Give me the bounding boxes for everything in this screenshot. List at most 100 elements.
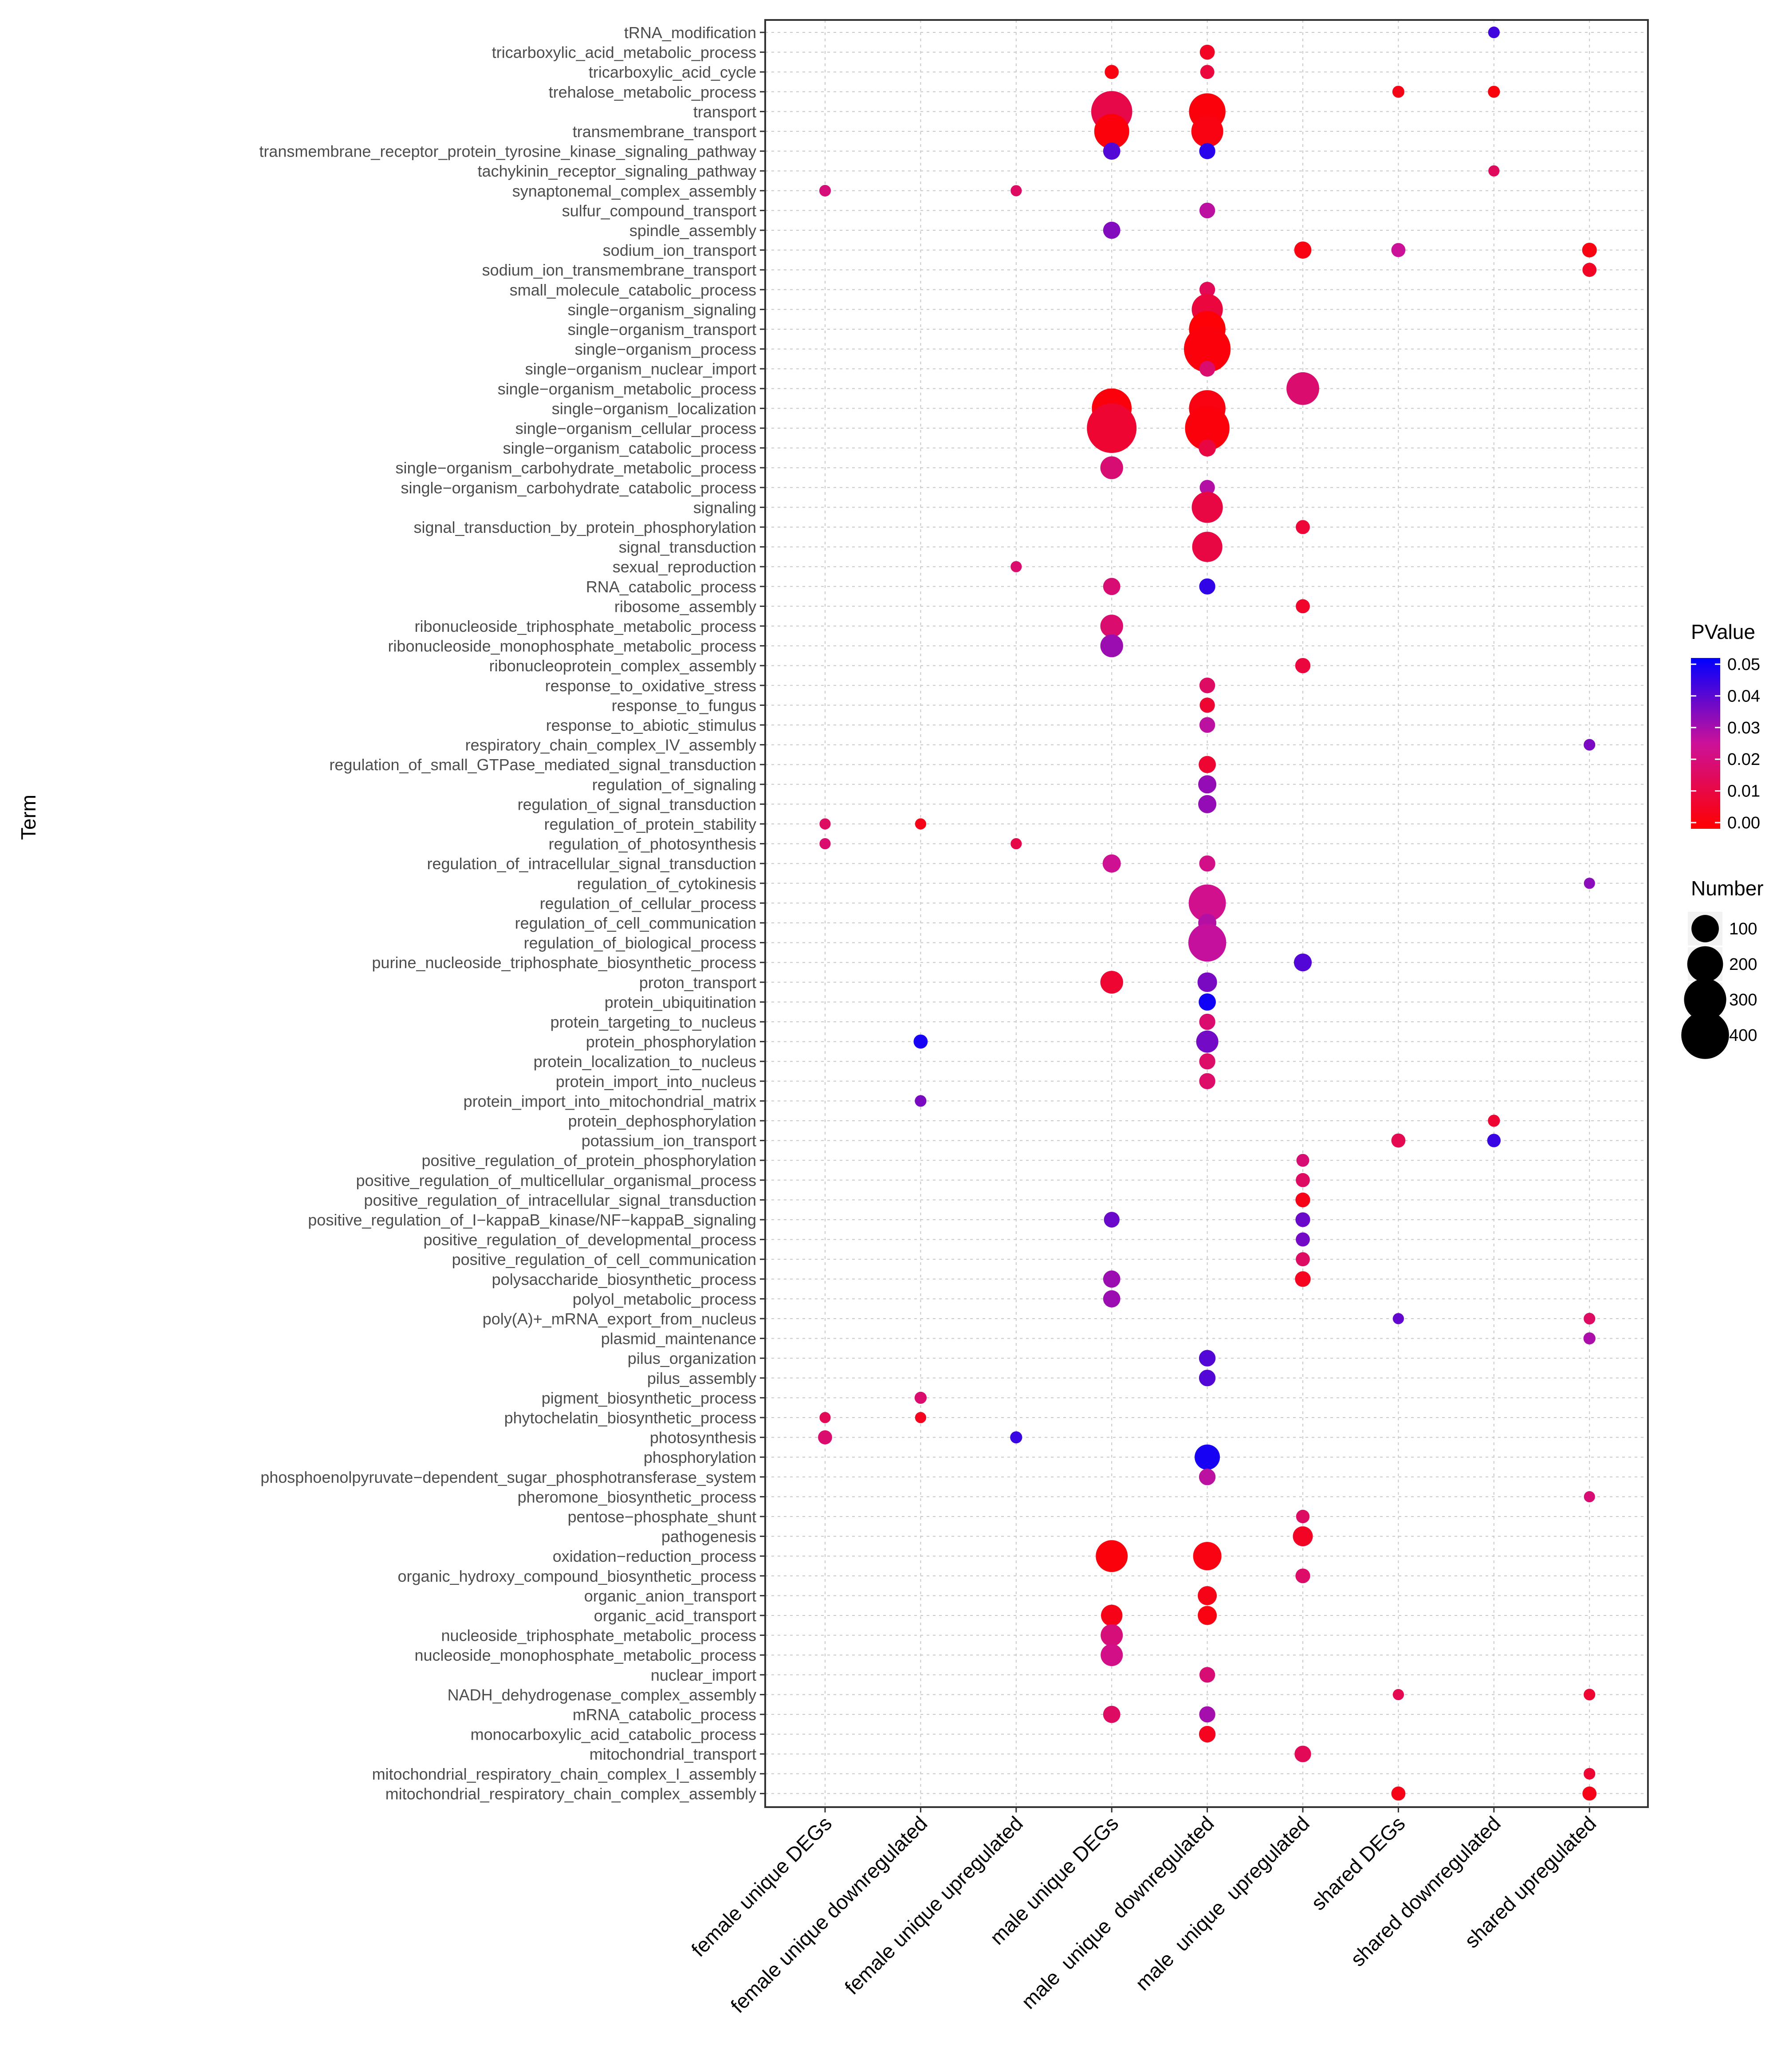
point-ribonucleoside-triphosphate-metabolic-process-male-unique-degs (1100, 615, 1123, 638)
y-tick-label-oxidation-reduction-process: oxidation−reduction_process (553, 1547, 756, 1565)
point-single-organism-cellular-process-male-unique-downregulated (1185, 406, 1230, 451)
y-tick-label-protein-ubiquitination: protein_ubiquitination (605, 993, 756, 1011)
point-protein-dephosphorylation-shared-downregulated (1488, 1115, 1500, 1127)
number-legend-label-1: 200 (1729, 955, 1757, 974)
y-tick-label-signaling: signaling (693, 498, 756, 516)
point-synaptonemal-complex-assembly-female-unique-upregulated (1010, 185, 1022, 197)
number-legend-dot-2 (1684, 978, 1726, 1021)
point-regulation-of-photosynthesis-female-unique-degs (819, 838, 831, 850)
y-axis-ticks: tRNA_modificationtricarboxylic_acid_meta… (259, 24, 765, 1803)
point-regulation-of-signal-transduction-male-unique-downregulated (1198, 795, 1217, 813)
point-response-to-oxidative-stress-male-unique-downregulated (1199, 678, 1215, 693)
y-tick-label-positive-regulation-of-protein-phosphorylation: positive_regulation_of_protein_phosphory… (421, 1151, 756, 1170)
y-tick-label-nucleoside-triphosphate-metabolic-process: nucleoside_triphosphate_metabolic_proces… (441, 1627, 756, 1645)
y-tick-label-monocarboxylic-acid-catabolic-process: monocarboxylic_acid_catabolic_process (471, 1725, 756, 1744)
pvalue-legend-label-2: 0.03 (1727, 719, 1760, 737)
point-sodium-ion-transport-shared-upregulated (1582, 243, 1597, 258)
pvalue-legend-label-1: 0.04 (1727, 687, 1760, 705)
y-tick-label-regulation-of-cellular-process: regulation_of_cellular_process (540, 894, 756, 912)
y-tick-label-proton-transport: proton_transport (639, 973, 756, 992)
point-poly-a-mrna-export-from-nucleus-shared-degs (1392, 1313, 1404, 1324)
point-potassium-ion-transport-shared-downregulated (1487, 1134, 1501, 1147)
y-tick-label-respiratory-chain-complex-iv-assembly: respiratory_chain_complex_IV_assembly (465, 736, 756, 754)
point-protein-phosphorylation-female-unique-downregulated (913, 1034, 928, 1049)
y-tick-label-sulfur-compound-transport: sulfur_compound_transport (562, 201, 756, 220)
point-regulation-of-small-gtpase-mediated-signal-transduction-male-unique-downregulated (1199, 756, 1216, 773)
point-transmembrane-receptor-protein-tyrosine-kinase-signaling-pathway-male-unique-downregulated (1199, 143, 1215, 159)
y-tick-label-single-organism-transport: single−organism_transport (568, 320, 756, 339)
y-tick-label-sodium-ion-transmembrane-transport: sodium_ion_transmembrane_transport (482, 261, 756, 279)
y-tick-label-single-organism-process: single−organism_process (575, 340, 756, 358)
number-legend-dot-3 (1681, 1011, 1729, 1059)
point-sodium-ion-transmembrane-transport-shared-upregulated (1582, 263, 1597, 277)
y-tick-label-regulation-of-intracellular-signal-transduction: regulation_of_intracellular_signal_trans… (427, 855, 756, 873)
point-single-organism-carbohydrate-catabolic-process-male-unique-downregulated (1199, 480, 1215, 496)
point-pathogenesis-male-unique-upregulated (1293, 1526, 1313, 1547)
y-tick-label-mitochondrial-respiratory-chain-complex-assembly: mitochondrial_respiratory_chain_complex_… (385, 1784, 756, 1803)
y-tick-label-ribonucleoprotein-complex-assembly: ribonucleoprotein_complex_assembly (489, 657, 756, 675)
plot-panel-border (764, 19, 1649, 1808)
point-single-organism-nuclear-import-male-unique-downregulated (1199, 361, 1215, 377)
y-tick-label-single-organism-carbohydrate-catabolic-process: single−organism_carbohydrate_catabolic_p… (401, 479, 756, 497)
point-positive-regulation-of-cell-communication-male-unique-upregulated (1296, 1252, 1310, 1267)
y-tick-label-regulation-of-cell-communication: regulation_of_cell_communication (515, 914, 756, 932)
point-organic-acid-transport-male-unique-downregulated (1198, 1606, 1217, 1625)
data-points (818, 26, 1597, 1801)
pvalue-legend-label-5: 0.00 (1727, 814, 1760, 832)
point-nucleoside-monophosphate-metabolic-process-male-unique-degs (1101, 1644, 1123, 1666)
point-response-to-fungus-male-unique-downregulated (1199, 697, 1215, 713)
y-tick-label-nucleoside-monophosphate-metabolic-process: nucleoside_monophosphate_metabolic_proce… (414, 1646, 756, 1664)
point-tricarboxylic-acid-cycle-male-unique-downregulated (1200, 65, 1215, 79)
point-sulfur-compound-transport-male-unique-downregulated (1199, 202, 1215, 219)
y-tick-label-pilus-organization: pilus_organization (628, 1349, 756, 1367)
y-tick-label-response-to-oxidative-stress: response_to_oxidative_stress (545, 677, 756, 695)
point-proton-transport-male-unique-degs (1100, 971, 1123, 994)
y-tick-label-plasmid-maintenance: plasmid_maintenance (601, 1330, 756, 1348)
y-tick-label-sodium-ion-transport: sodium_ion_transport (603, 241, 756, 260)
y-tick-label-synaptonemal-complex-assembly: synaptonemal_complex_assembly (512, 182, 756, 200)
point-mitochondrial-respiratory-chain-complex-assembly-shared-degs (1391, 1786, 1406, 1801)
y-tick-label-organic-hydroxy-compound-biosynthetic-process: organic_hydroxy_compound_biosynthetic_pr… (398, 1567, 757, 1585)
point-regulation-of-intracellular-signal-transduction-male-unique-downregulated (1199, 855, 1215, 872)
y-tick-label-tachykinin-receptor-signaling-pathway: tachykinin_receptor_signaling_pathway (478, 162, 756, 180)
y-tick-label-trehalose-metabolic-process: trehalose_metabolic_process (549, 83, 756, 101)
y-tick-label-positive-regulation-of-intracellular-signal-transduction: positive_regulation_of_intracellular_sig… (364, 1191, 756, 1209)
point-protein-targeting-to-nucleus-male-unique-downregulated (1199, 1013, 1215, 1030)
y-tick-label-mitochondrial-transport: mitochondrial_transport (590, 1745, 756, 1763)
y-tick-label-positive-regulation-of-i-kappab-kinase-nf-kappab-signaling: positive_regulation_of_I−kappaB_kinase/N… (308, 1211, 756, 1229)
y-tick-label-mitochondrial-respiratory-chain-complex-i-assembly: mitochondrial_respiratory_chain_complex_… (372, 1765, 756, 1783)
y-tick-label-pheromone-biosynthetic-process: pheromone_biosynthetic_process (518, 1488, 756, 1506)
point-protein-import-into-mitochondrial-matrix-female-unique-downregulated (915, 1095, 927, 1107)
point-single-organism-carbohydrate-metabolic-process-male-unique-degs (1100, 456, 1123, 479)
y-tick-label-tricarboxylic-acid-cycle: tricarboxylic_acid_cycle (589, 63, 756, 81)
point-purine-nucleoside-triphosphate-biosynthetic-process-male-unique-upregulated (1294, 953, 1312, 972)
y-tick-label-positive-regulation-of-developmental-process: positive_regulation_of_developmental_pro… (424, 1231, 757, 1249)
point-single-organism-process-male-unique-downregulated (1184, 326, 1231, 373)
y-tick-label-phytochelatin-biosynthetic-process: phytochelatin_biosynthetic_process (504, 1409, 756, 1427)
point-trehalose-metabolic-process-shared-downregulated (1488, 86, 1500, 98)
point-positive-regulation-of-multicellular-organismal-process-male-unique-upregulated (1296, 1173, 1310, 1187)
y-tick-label-protein-import-into-nucleus: protein_import_into_nucleus (556, 1072, 756, 1091)
point-single-organism-catabolic-process-male-unique-downregulated (1199, 439, 1216, 457)
point-tricarboxylic-acid-cycle-male-unique-degs (1105, 65, 1119, 79)
point-organic-acid-transport-male-unique-degs (1101, 1604, 1123, 1627)
y-tick-label-regulation-of-cytokinesis: regulation_of_cytokinesis (577, 874, 756, 893)
point-sodium-ion-transport-male-unique-upregulated (1294, 241, 1312, 259)
point-polysaccharide-biosynthetic-process-male-unique-upregulated (1295, 1271, 1311, 1287)
point-trna-modification-shared-downregulated (1488, 26, 1500, 39)
point-nadh-dehydrogenase-complex-assembly-shared-upregulated (1584, 1689, 1596, 1701)
point-sodium-ion-transport-shared-degs (1391, 243, 1406, 257)
y-tick-label-response-to-fungus: response_to_fungus (612, 696, 756, 714)
point-phytochelatin-biosynthetic-process-female-unique-degs (819, 1412, 831, 1423)
y-tick-label-single-organism-localization: single−organism_localization (552, 399, 756, 418)
point-signaling-male-unique-downregulated (1191, 492, 1223, 523)
point-regulation-of-photosynthesis-female-unique-upregulated (1010, 838, 1022, 850)
point-photosynthesis-female-unique-upregulated (1010, 1431, 1022, 1444)
point-protein-import-into-nucleus-male-unique-downregulated (1199, 1073, 1215, 1089)
y-tick-label-rna-catabolic-process: RNA_catabolic_process (586, 578, 756, 596)
point-nuclear-import-male-unique-downregulated (1199, 1667, 1215, 1683)
y-tick-label-regulation-of-signal-transduction: regulation_of_signal_transduction (518, 795, 756, 813)
y-tick-label-response-to-abiotic-stimulus: response_to_abiotic_stimulus (546, 716, 756, 734)
pvalue-legend: PValue 0.05 0.04 0.03 0.02 0.01 0.00 (1691, 620, 1760, 832)
